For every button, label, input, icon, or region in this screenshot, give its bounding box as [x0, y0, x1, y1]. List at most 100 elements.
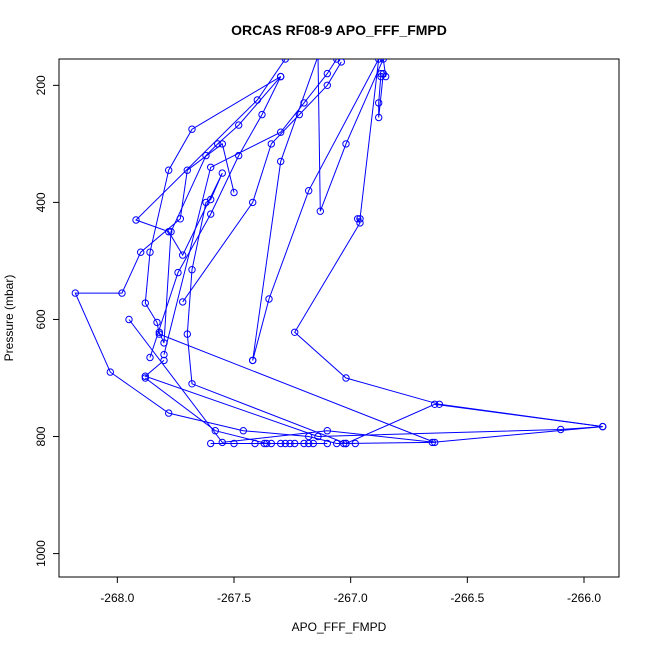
- data-point: [160, 356, 168, 365]
- data-point: [165, 409, 173, 417]
- data-point: [305, 187, 313, 195]
- series-line: [182, 61, 342, 303]
- series-line: [149, 76, 282, 358]
- data-point: [188, 380, 196, 388]
- data-point: [146, 353, 154, 362]
- data-point: [106, 368, 115, 376]
- data-point: [291, 328, 299, 336]
- data-point: [155, 330, 164, 338]
- data-point: [249, 356, 257, 365]
- x-tick-label: -267.5: [217, 591, 251, 605]
- data-point: [218, 438, 227, 447]
- x-tick-label: -268.0: [100, 591, 134, 605]
- data-point: [167, 228, 175, 236]
- data-point: [141, 299, 150, 307]
- data-point: [207, 163, 215, 172]
- y-tick-label: 1000: [34, 540, 48, 567]
- data-point: [183, 166, 192, 174]
- series-line: [252, 59, 603, 444]
- data-point: [267, 140, 275, 148]
- series-group: [71, 59, 607, 448]
- data-point: [137, 248, 145, 256]
- data-point: [176, 215, 185, 223]
- data-point: [183, 330, 192, 338]
- data-point: [125, 315, 133, 324]
- data-point: [277, 157, 285, 166]
- y-axis-label: Pressure (mbar): [2, 275, 16, 362]
- data-point: [428, 438, 436, 447]
- data-point: [207, 210, 215, 218]
- y-tick-label: 200: [34, 75, 48, 95]
- data-point: [239, 427, 248, 435]
- data-point: [179, 298, 187, 306]
- data-point: [71, 289, 80, 297]
- data-point: [323, 81, 331, 90]
- data-point: [323, 439, 331, 448]
- data-point: [314, 432, 322, 441]
- data-point: [146, 248, 154, 256]
- data-point: [249, 198, 257, 207]
- data-point: [277, 72, 285, 81]
- data-point: [132, 216, 140, 224]
- data-point: [599, 422, 607, 431]
- data-point: [375, 113, 383, 122]
- data-point: [188, 125, 196, 133]
- data-point: [316, 207, 324, 215]
- data-point: [323, 427, 331, 435]
- data-point: [230, 188, 238, 197]
- data-point: [202, 151, 210, 160]
- y-tick-label: 800: [34, 426, 48, 446]
- series-line: [128, 76, 435, 443]
- data-point: [435, 400, 443, 408]
- data-point: [333, 439, 341, 448]
- data-point: [305, 439, 313, 448]
- data-point: [342, 374, 350, 382]
- x-tick-label: -266.0: [567, 591, 601, 605]
- data-point: [202, 198, 210, 207]
- data-point: [356, 215, 364, 223]
- data-point: [309, 439, 317, 448]
- y-axis: 200 400 600 800 1000: [34, 75, 59, 567]
- data-point: [265, 295, 273, 303]
- data-point: [379, 59, 387, 63]
- data-point: [165, 166, 173, 174]
- data-point: [174, 268, 182, 277]
- series-line: [144, 377, 309, 444]
- x-tick-label: -266.5: [450, 591, 484, 605]
- data-point: [323, 69, 331, 78]
- data-point: [286, 439, 294, 448]
- data-point: [300, 99, 308, 107]
- data-point: [337, 59, 345, 66]
- chart-title: ORCAS RF08-9 APO_FFF_FMPD: [231, 22, 447, 38]
- data-point: [295, 110, 303, 119]
- series-line: [74, 143, 356, 444]
- data-point: [188, 266, 196, 274]
- x-tick-label: -267.0: [334, 591, 368, 605]
- data-point: [379, 69, 387, 78]
- x-axis-label: APO_FFF_FMPD: [292, 620, 387, 634]
- data-point: [235, 121, 243, 129]
- plot-area: [71, 59, 607, 448]
- data-point: [277, 439, 285, 448]
- data-point: [375, 59, 383, 63]
- plot-frame: [58, 58, 620, 578]
- data-point: [263, 439, 271, 448]
- series-line: [163, 59, 338, 355]
- data-point: [207, 439, 215, 448]
- data-point: [218, 140, 227, 148]
- data-point: [340, 439, 348, 448]
- data-point: [179, 251, 187, 259]
- data-point: [218, 169, 227, 177]
- data-point: [375, 99, 383, 107]
- data-point: [281, 59, 289, 63]
- series-line: [252, 59, 387, 361]
- data-point: [258, 110, 266, 119]
- data-point: [557, 425, 565, 434]
- data-point: [315, 59, 321, 60]
- series-line: [135, 59, 603, 445]
- y-tick-label: 600: [34, 309, 48, 329]
- data-point: [305, 432, 313, 441]
- data-point: [342, 140, 350, 148]
- data-point: [277, 128, 285, 136]
